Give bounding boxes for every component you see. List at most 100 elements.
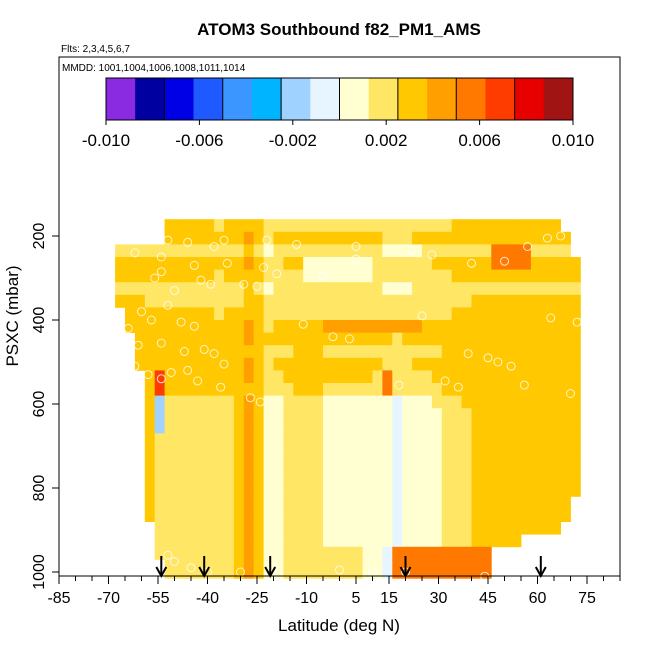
heatmap-cell xyxy=(154,307,165,321)
heatmap-cell xyxy=(253,408,264,422)
heatmap-cell xyxy=(243,307,255,321)
heatmap-cell xyxy=(144,471,156,485)
x-tick-label: 15 xyxy=(380,590,398,607)
heatmap-cell xyxy=(293,559,304,573)
heatmap-cell xyxy=(134,257,146,270)
heatmap-cell xyxy=(263,534,274,548)
heatmap-cell xyxy=(471,282,482,296)
heatmap-cell xyxy=(293,572,304,579)
heatmap-cell xyxy=(164,244,175,258)
heatmap-cell xyxy=(560,244,571,258)
heatmap-cell xyxy=(362,509,373,522)
x-tick-label: 45 xyxy=(479,590,497,607)
heatmap-cell xyxy=(323,320,334,333)
heatmap-cell xyxy=(362,534,373,548)
heatmap-cell xyxy=(125,294,136,308)
y-axis-label: PSXC (mbar) xyxy=(3,265,22,366)
heatmap-cell xyxy=(214,320,225,333)
heatmap-cell xyxy=(303,534,314,548)
heatmap-cell xyxy=(402,231,413,245)
heatmap-cell xyxy=(283,282,294,296)
heatmap-cell xyxy=(115,269,126,283)
heatmap-cell xyxy=(243,572,255,579)
heatmap-cell xyxy=(154,458,165,472)
heatmap-cell xyxy=(204,546,215,560)
heatmap-cell xyxy=(303,395,314,409)
heatmap-cell xyxy=(224,357,235,371)
heatmap-cell xyxy=(451,383,462,396)
heatmap-cell xyxy=(174,534,185,548)
heatmap-cell xyxy=(511,332,522,346)
heatmap-cell xyxy=(530,521,542,535)
heatmap-cell xyxy=(323,534,334,548)
heatmap-cell xyxy=(481,546,492,560)
y-tick-label: 400 xyxy=(31,307,48,334)
heatmap-cell xyxy=(451,546,462,560)
heatmap-cell xyxy=(174,320,185,333)
heatmap-cell xyxy=(530,370,542,384)
heatmap-cell xyxy=(451,282,462,296)
heatmap-cell xyxy=(273,534,284,548)
heatmap-cell xyxy=(431,408,443,422)
heatmap-cell xyxy=(352,244,363,258)
heatmap-cell xyxy=(263,559,274,573)
heatmap-cell xyxy=(392,257,403,270)
heatmap-cell xyxy=(570,307,581,321)
heatmap-cell xyxy=(233,408,245,422)
heatmap-cell xyxy=(332,231,344,245)
heatmap-cell xyxy=(263,420,274,434)
heatmap-cell xyxy=(392,446,403,459)
heatmap-cell xyxy=(184,332,195,346)
heatmap-cell xyxy=(233,521,245,535)
heatmap-cell xyxy=(273,471,284,485)
heatmap-cell xyxy=(352,395,363,409)
heatmap-cell xyxy=(382,433,393,447)
heatmap-cell xyxy=(550,383,561,396)
heatmap-cell xyxy=(422,219,433,233)
heatmap-cell xyxy=(412,496,423,510)
heatmap-cell xyxy=(194,395,205,409)
heatmap-cell xyxy=(352,420,363,434)
heatmap-cell xyxy=(461,370,472,384)
heatmap-cell xyxy=(441,446,453,459)
heatmap-cell xyxy=(323,269,334,283)
heatmap-cell xyxy=(392,395,403,409)
heatmap-cell xyxy=(253,471,264,485)
heatmap-cell xyxy=(501,534,512,548)
heatmap-cell xyxy=(461,483,472,497)
heatmap-cell xyxy=(540,294,552,308)
heatmap-cell xyxy=(461,357,472,371)
heatmap-cell xyxy=(412,307,423,321)
observation-point xyxy=(245,393,255,403)
heatmap-cell xyxy=(194,509,205,522)
heatmap-cell xyxy=(154,357,165,371)
heatmap-cell xyxy=(323,282,334,296)
heatmap-cell xyxy=(144,408,156,422)
heatmap-cell xyxy=(501,357,512,371)
heatmap-cell xyxy=(303,231,314,245)
heatmap-cell xyxy=(253,572,264,579)
heatmap-cell xyxy=(392,269,403,283)
heatmap-cell xyxy=(422,370,433,384)
heatmap-cell xyxy=(253,534,264,548)
heatmap-cell xyxy=(224,332,235,346)
heatmap-cell xyxy=(174,496,185,510)
heatmap-cell xyxy=(550,471,561,485)
heatmap-cell xyxy=(342,408,354,422)
heatmap-cell xyxy=(174,269,185,283)
heatmap-cell xyxy=(461,269,472,283)
observation-point xyxy=(417,311,427,321)
heatmap-cell xyxy=(530,307,542,321)
heatmap-cell xyxy=(402,294,413,308)
heatmap-cell xyxy=(273,559,284,573)
observation-point xyxy=(222,258,232,268)
heatmap-cell xyxy=(263,509,274,522)
heatmap-cell xyxy=(392,282,403,296)
heatmap-cell xyxy=(243,433,255,447)
observation-point xyxy=(467,258,476,268)
heatmap-cell xyxy=(174,521,185,535)
heatmap-cell xyxy=(243,496,255,510)
heatmap-cell xyxy=(530,420,542,434)
observation-point xyxy=(298,319,308,329)
heatmap-cell xyxy=(540,483,552,497)
